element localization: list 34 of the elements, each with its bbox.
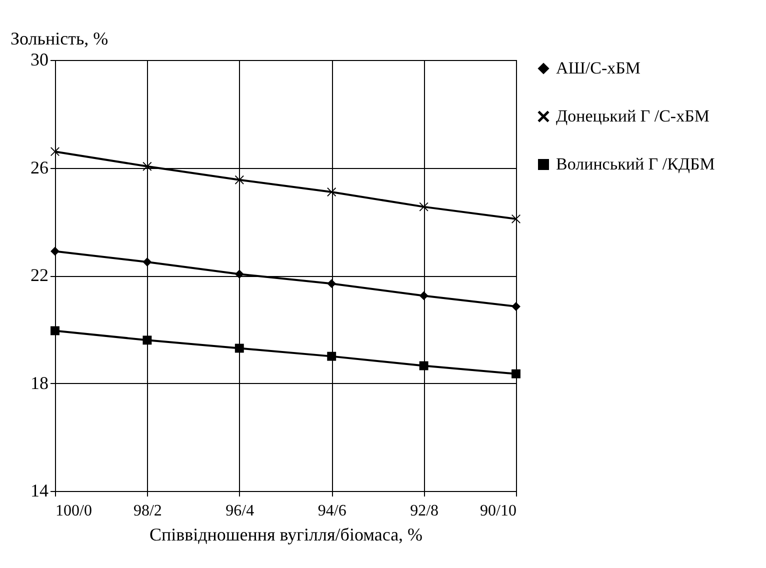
y-tick-label: 26 — [30, 157, 48, 178]
point — [234, 270, 244, 279]
x-tick-label: 98/2 — [133, 502, 162, 520]
point — [142, 162, 152, 171]
point — [50, 326, 60, 336]
point — [327, 279, 336, 288]
point — [327, 188, 336, 196]
x-tick-label: 100/0 — [56, 502, 92, 520]
point — [142, 258, 152, 267]
x-tick-label: 96/4 — [226, 502, 254, 520]
x-tick-label: 90/10 — [480, 502, 516, 520]
legend-label: Волинський Г /КДБМ — [556, 154, 715, 174]
point — [512, 214, 520, 224]
point — [419, 291, 428, 300]
point — [50, 147, 60, 156]
y-tick-label: 18 — [30, 372, 48, 393]
x-axis-title: Співвідношення вугілля/біомаса, % — [149, 524, 423, 544]
point — [234, 175, 244, 184]
legend-label: Донецький Г /С-хБМ — [556, 106, 710, 126]
y-tick-label: 30 — [30, 50, 48, 70]
x-tick-label: 94/6 — [318, 502, 346, 520]
point — [512, 302, 520, 311]
point — [419, 202, 428, 212]
point — [419, 361, 428, 370]
x-tick-label: 92/8 — [410, 502, 439, 520]
y-tick-label: 22 — [30, 265, 48, 285]
point — [50, 246, 60, 256]
point — [327, 352, 336, 361]
y-axis-title: Зольність, % — [10, 28, 108, 48]
point — [142, 336, 152, 345]
legend-label: АШ/С-хБМ — [556, 58, 641, 78]
point — [512, 369, 520, 378]
y-tick-label: 14 — [30, 480, 48, 500]
point — [234, 344, 244, 353]
